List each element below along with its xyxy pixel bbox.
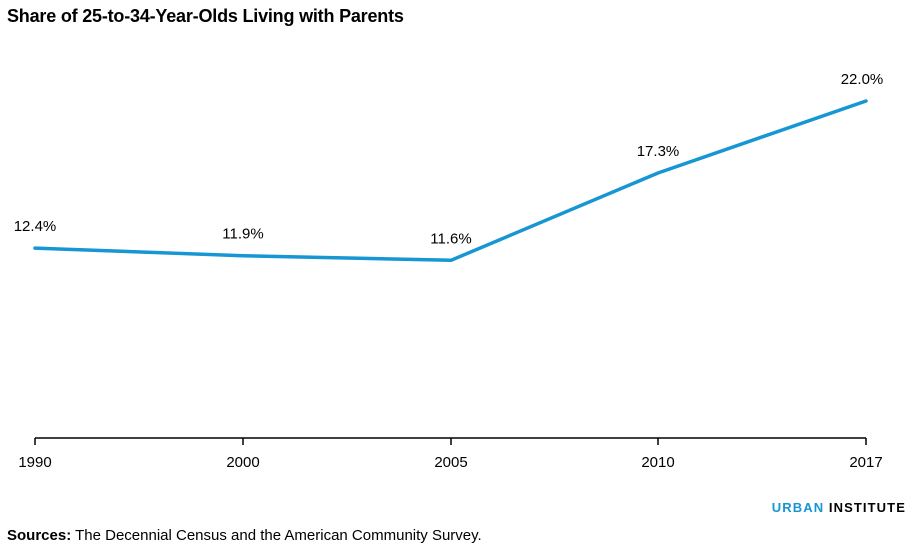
- x-tick-label: 1990: [18, 454, 51, 471]
- data-point: [864, 99, 868, 103]
- source-note: Sources: The Decennial Census and the Am…: [7, 527, 482, 544]
- data-label: 11.6%: [430, 230, 471, 247]
- data-label: 22.0%: [841, 71, 884, 88]
- brand-part-urban: URBAN: [771, 500, 825, 515]
- x-tick-label: 2017: [849, 454, 882, 471]
- data-point: [449, 258, 453, 262]
- chart-title: Share of 25-to-34-Year-Olds Living with …: [7, 6, 404, 26]
- data-label: 17.3%: [637, 143, 680, 160]
- source-label: Sources:: [7, 527, 72, 544]
- brand-logo: URBAN INSTITUTE: [772, 500, 906, 515]
- x-tick-label: 2010: [641, 454, 674, 471]
- brand-part-institute: INSTITUTE: [828, 500, 906, 515]
- data-point: [656, 171, 660, 175]
- data-point: [241, 254, 245, 258]
- data-label: 11.9%: [222, 226, 263, 243]
- data-point: [33, 246, 37, 250]
- x-tick-label: 2005: [434, 454, 467, 471]
- x-tick-label: 2000: [226, 454, 259, 471]
- data-label: 12.4%: [14, 218, 57, 235]
- source-text: The Decennial Census and the American Co…: [75, 527, 482, 544]
